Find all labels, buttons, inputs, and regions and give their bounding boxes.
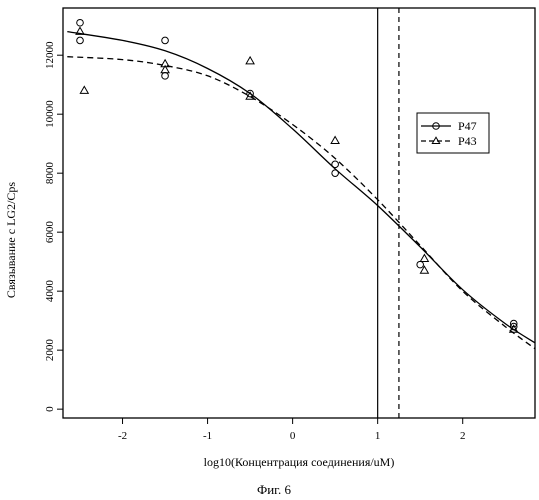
x-tick-label: 0 <box>290 430 296 442</box>
y-tick-label: 4000 <box>44 280 56 303</box>
point-p47 <box>162 73 169 80</box>
legend-label-p47: P47 <box>458 119 477 133</box>
x-tick-label: -1 <box>203 430 212 442</box>
curve-p47 <box>67 32 535 343</box>
legend: P47 P43 <box>417 113 489 153</box>
point-p43 <box>331 137 339 144</box>
y-axis-label: Связывание с LG2/Cps <box>4 182 18 298</box>
plot-frame <box>63 8 535 418</box>
point-p47 <box>77 19 84 26</box>
y-tick-label: 10000 <box>44 100 56 128</box>
x-tick-label: 2 <box>460 430 466 442</box>
x-tick-label: 1 <box>375 430 381 442</box>
point-p47 <box>332 170 339 177</box>
point-p43 <box>246 57 254 64</box>
figure-caption: Фиг. 6 <box>257 482 292 497</box>
point-p47 <box>77 37 84 44</box>
point-p47 <box>162 37 169 44</box>
axes: -2 -1 0 1 2 0 2000 4000 6000 8000 10000 12000 <box>44 41 465 442</box>
point-p43 <box>420 255 428 262</box>
y-tick-label: 8000 <box>44 162 56 185</box>
x-tick-label: -2 <box>118 430 127 442</box>
y-tick-label: 0 <box>44 406 56 412</box>
legend-box <box>417 113 489 153</box>
y-tick-label: 2000 <box>44 339 56 362</box>
curve-p43 <box>67 57 535 349</box>
point-p43 <box>80 86 88 93</box>
y-tick-label: 12000 <box>44 41 56 69</box>
x-axis-label: log10(Концентрация соединения/uM) <box>204 455 395 469</box>
data-points <box>76 19 518 332</box>
legend-label-p43: P43 <box>458 134 477 148</box>
fit-curves <box>67 32 535 349</box>
point-p47 <box>332 161 339 168</box>
reference-lines <box>378 8 399 418</box>
point-p47 <box>417 261 424 268</box>
y-tick-label: 6000 <box>44 221 56 244</box>
